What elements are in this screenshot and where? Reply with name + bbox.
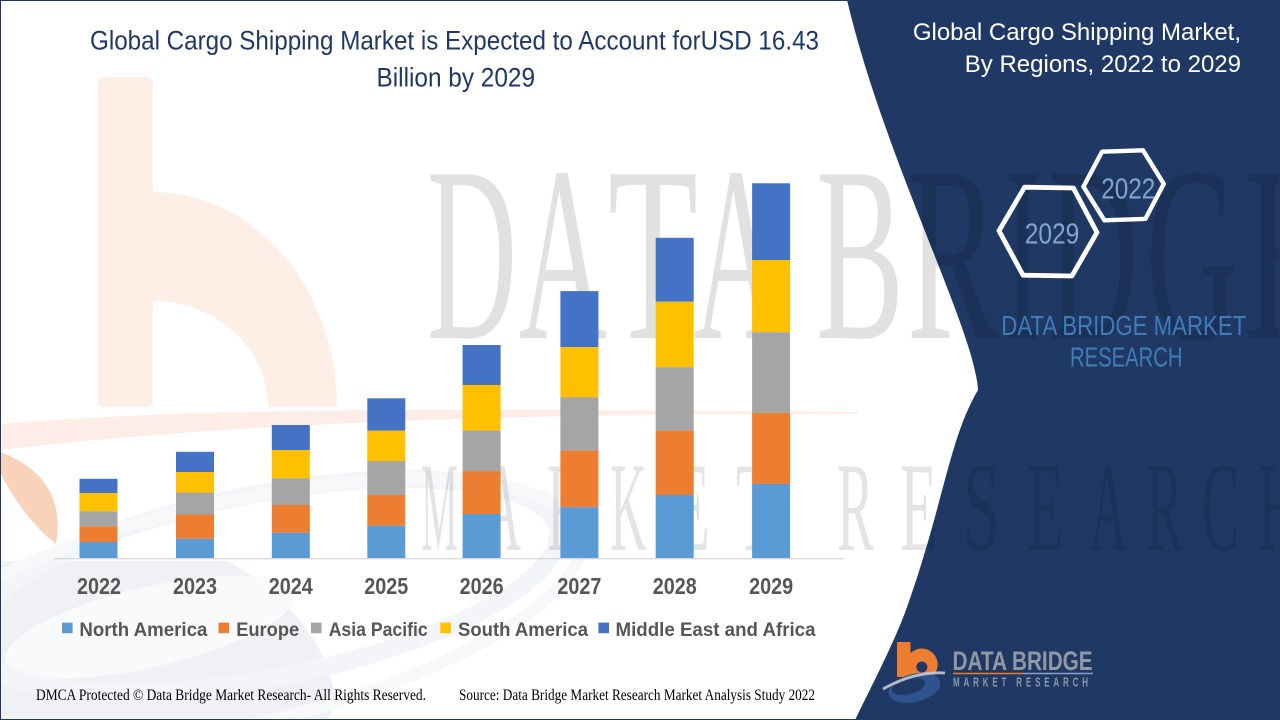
svg-text:E: E — [900, 438, 937, 578]
svg-text:DMCA Protected © Data Bridge M: DMCA Protected © Data Bridge Market Rese… — [36, 687, 426, 704]
svg-text:South America: South America — [458, 619, 588, 641]
svg-text:K: K — [610, 438, 647, 578]
svg-text:2025: 2025 — [364, 573, 408, 599]
svg-text:A: A — [1090, 438, 1127, 578]
svg-text:H: H — [1259, 438, 1280, 578]
svg-text:Europe: Europe — [236, 619, 299, 641]
svg-text:Middle East and Africa: Middle East and Africa — [616, 619, 816, 641]
svg-text:C: C — [1202, 438, 1239, 578]
svg-text:E: E — [1244, 116, 1280, 393]
svg-text:E: E — [1027, 438, 1064, 578]
svg-text:G: G — [1146, 116, 1238, 393]
svg-text:2023: 2023 — [173, 573, 217, 599]
svg-text:R: R — [907, 116, 999, 393]
svg-text:North America: North America — [79, 619, 207, 641]
svg-text:By Regions, 2022 to 2029: By Regions, 2022 to 2029 — [965, 51, 1241, 78]
svg-text:B: B — [816, 116, 904, 393]
svg-text:2022: 2022 — [1101, 174, 1155, 206]
svg-text:DATA BRIDGE: DATA BRIDGE — [953, 646, 1093, 676]
svg-text:2029: 2029 — [749, 573, 793, 599]
svg-text:Source: Data Bridge Market Res: Source: Data Bridge Market Research Mark… — [459, 687, 815, 704]
svg-text:M: M — [421, 438, 458, 578]
svg-text:2029: 2029 — [1025, 218, 1080, 250]
svg-text:R: R — [837, 438, 874, 578]
svg-text:2028: 2028 — [653, 573, 697, 599]
svg-text:RESEARCH: RESEARCH — [1070, 341, 1183, 372]
svg-text:2022: 2022 — [77, 573, 121, 599]
svg-text:Asia Pacific: Asia Pacific — [329, 619, 428, 641]
svg-text:Billion by 2029: Billion by 2029 — [377, 62, 536, 92]
svg-text:Global Cargo Shipping Market i: Global Cargo Shipping Market is Expected… — [90, 26, 819, 56]
svg-text:2024: 2024 — [269, 573, 313, 599]
svg-text:S: S — [963, 438, 1000, 578]
svg-text:D: D — [1048, 116, 1138, 393]
svg-text:DATA BRIDGE MARKET: DATA BRIDGE MARKET — [1001, 310, 1246, 341]
svg-text:2027: 2027 — [557, 573, 601, 599]
svg-text:R: R — [1146, 438, 1183, 578]
svg-text:2026: 2026 — [460, 573, 504, 599]
svg-text:Global Cargo Shipping Market,: Global Cargo Shipping Market, — [913, 19, 1241, 46]
svg-text:MARKET RESEARCH: MARKET RESEARCH — [953, 677, 1092, 690]
